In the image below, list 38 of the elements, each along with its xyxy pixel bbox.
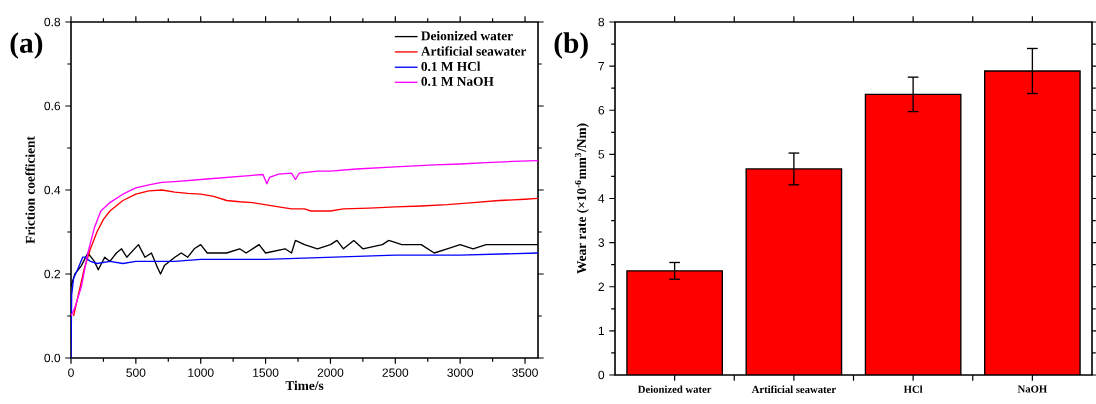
x-axis-title: Time/s [285,380,324,391]
y-tick-label: 8 [598,17,605,27]
y-axis-title: Friction coefficient [25,136,35,244]
x-tick-label: 3500 [512,368,538,377]
y-tick-label: 0.6 [44,101,61,111]
x-tick-label: Deionized water [637,385,712,393]
y-tick-label: 5 [598,150,605,159]
y-tick-label: 0.2 [44,269,60,279]
x-tick-label: 2000 [317,368,344,377]
y-tick-label: 0.0 [44,353,61,363]
chart-title: (a) [10,32,43,59]
legend-label: 0.1 M HCl [421,61,481,72]
x-tick-label: 3000 [447,368,474,377]
x-tick-label: NaOH [1017,385,1048,393]
bar [746,168,842,375]
bar [984,70,1081,375]
bar [865,94,961,375]
chart-title: (b) [554,32,588,59]
y-tick-label: 1 [598,326,605,335]
legend-label: 0.1 M NaOH [421,76,494,86]
x-tick-label: HCl [903,385,923,393]
x-tick-label: Artificial seawater [751,385,836,394]
y-tick-label: 4 [598,194,605,203]
x-tick-label: 2500 [382,368,409,377]
y-axis-title: Wear rate (×10$^{-6}$mm$^{3}$/Nm) [574,123,589,274]
x-tick-label: 1500 [253,368,279,377]
y-tick-label: 0.4 [44,185,61,195]
x-tick-label: 1000 [188,368,214,377]
legend-label: Artificial seawater [421,46,527,56]
x-tick-label: 0 [68,368,74,377]
y-tick-label: 6 [598,106,605,115]
y-tick-label: 7 [598,62,604,71]
y-tick-label: 3 [598,238,605,247]
y-tick-label: 2 [598,282,604,291]
x-tick-label: 500 [126,368,146,377]
legend-label: Deionized water [421,30,513,41]
bar [626,270,723,375]
y-tick-label: 0.8 [44,17,61,27]
